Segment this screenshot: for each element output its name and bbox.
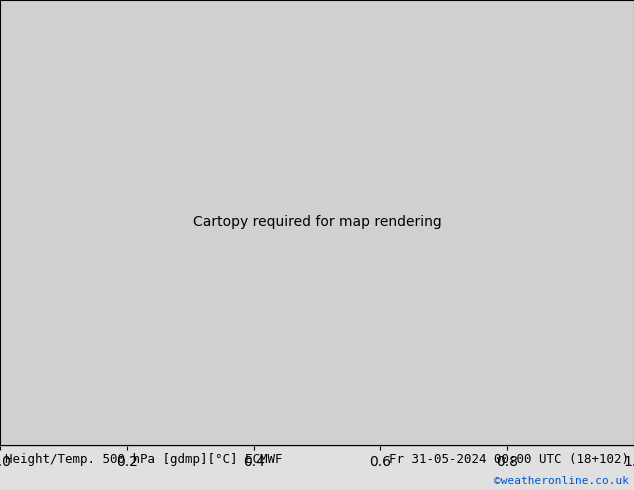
Text: Height/Temp. 500 hPa [gdmp][°C] ECMWF: Height/Temp. 500 hPa [gdmp][°C] ECMWF xyxy=(5,453,283,466)
Text: Cartopy required for map rendering: Cartopy required for map rendering xyxy=(193,216,441,229)
Text: ©weatheronline.co.uk: ©weatheronline.co.uk xyxy=(494,476,629,486)
Text: Fr 31-05-2024 00:00 UTC (18+102): Fr 31-05-2024 00:00 UTC (18+102) xyxy=(389,453,629,466)
